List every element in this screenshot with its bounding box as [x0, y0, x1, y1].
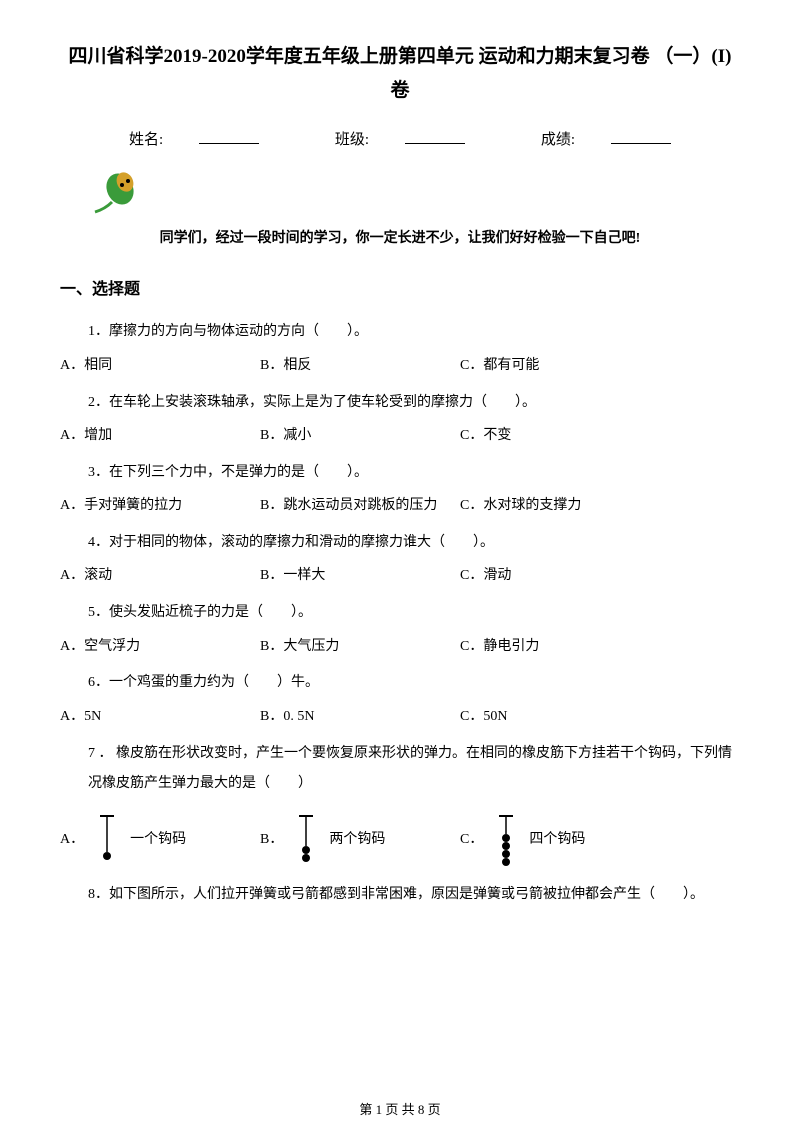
hook-4-icon	[491, 814, 521, 866]
score-blank[interactable]	[611, 130, 671, 144]
q1-stem: 1．摩擦力的方向与物体运动的方向（ ）。	[88, 317, 740, 346]
q6-stem: 6．一个鸡蛋的重力约为（ ）牛。	[88, 668, 740, 697]
q8-stem: 8．如下图所示，人们拉开弹簧或弓箭都感到非常困难，原因是弹簧或弓箭被拉伸都会产生…	[88, 880, 740, 909]
section-1-head: 一、选择题	[60, 275, 740, 299]
class-blank[interactable]	[405, 130, 465, 144]
exam-title: 四川省科学2019-2020学年度五年级上册第四单元 运动和力期末复习卷 （一）…	[60, 40, 740, 108]
q2-stem: 2．在车轮上安装滚珠轴承，实际上是为了使车轮受到的摩擦力（ ）。	[88, 388, 740, 417]
q1-opt-b: B．相反	[260, 351, 460, 382]
q1-opt-c: C．都有可能	[460, 351, 660, 382]
q4-opt-b: B．一样大	[260, 561, 460, 592]
q7-options: A． 一个钩码 B． 两个钩码 C． 四个钩码	[60, 814, 740, 866]
q6-options: A．5N B．0. 5N C．50N	[60, 702, 740, 733]
q4-options: A．滚动 B．一样大 C．滑动	[60, 561, 740, 592]
q5-opt-b: B．大气压力	[260, 632, 460, 663]
student-info-row: 姓名: 班级: 成绩:	[60, 128, 740, 149]
q3-stem: 3．在下列三个力中，不是弹力的是（ ）。	[88, 458, 740, 487]
q5-options: A．空气浮力 B．大气压力 C．静电引力	[60, 632, 740, 663]
q2-opt-b: B．减小	[260, 421, 460, 452]
q5-stem: 5．使头发贴近梳子的力是（ ）。	[88, 598, 740, 627]
q5-opt-a: A．空气浮力	[60, 632, 260, 663]
q2-options: A．增加 B．减小 C．不变	[60, 421, 740, 452]
q7-opt-b: B． 两个钩码	[260, 814, 460, 866]
q2-opt-c: C．不变	[460, 421, 660, 452]
q5-opt-c: C．静电引力	[460, 632, 660, 663]
hook-2-icon	[291, 814, 321, 866]
q1-opt-a: A．相同	[60, 351, 260, 382]
q3-opt-c: C．水对球的支撑力	[460, 491, 660, 522]
score-label: 成绩:	[523, 132, 689, 148]
q4-stem: 4．对于相同的物体，滚动的摩擦力和滑动的摩擦力谁大（ ）。	[88, 528, 740, 557]
encourage-text: 同学们，经过一段时间的学习，你一定长进不少，让我们好好检验一下自己吧!	[60, 227, 740, 247]
name-blank[interactable]	[199, 130, 259, 144]
q3-opt-a: A．手对弹簧的拉力	[60, 491, 260, 522]
page-footer: 第 1 页 共 8 页	[0, 1099, 800, 1118]
hook-1-icon	[92, 814, 122, 866]
q6-opt-a: A．5N	[60, 702, 260, 733]
q4-opt-a: A．滚动	[60, 561, 260, 592]
q6-opt-c: C．50N	[460, 702, 660, 733]
mascot-icon	[90, 167, 150, 217]
q2-opt-a: A．增加	[60, 421, 260, 452]
name-label: 姓名:	[111, 132, 277, 148]
q6-opt-b: B．0. 5N	[260, 702, 460, 733]
q1-options: A．相同 B．相反 C．都有可能	[60, 351, 740, 382]
q3-options: A．手对弹簧的拉力 B．跳水运动员对跳板的压力 C．水对球的支撑力	[60, 491, 740, 522]
q7-stem: 7 ． 橡皮筋在形状改变时，产生一个要恢复原来形状的弹力。在相同的橡皮筋下方挂若…	[88, 739, 740, 801]
q7-opt-c: C． 四个钩码	[460, 814, 660, 866]
q7-opt-a: A． 一个钩码	[60, 814, 260, 866]
q4-opt-c: C．滑动	[460, 561, 660, 592]
class-label: 班级:	[317, 132, 483, 148]
q3-opt-b: B．跳水运动员对跳板的压力	[260, 491, 460, 522]
